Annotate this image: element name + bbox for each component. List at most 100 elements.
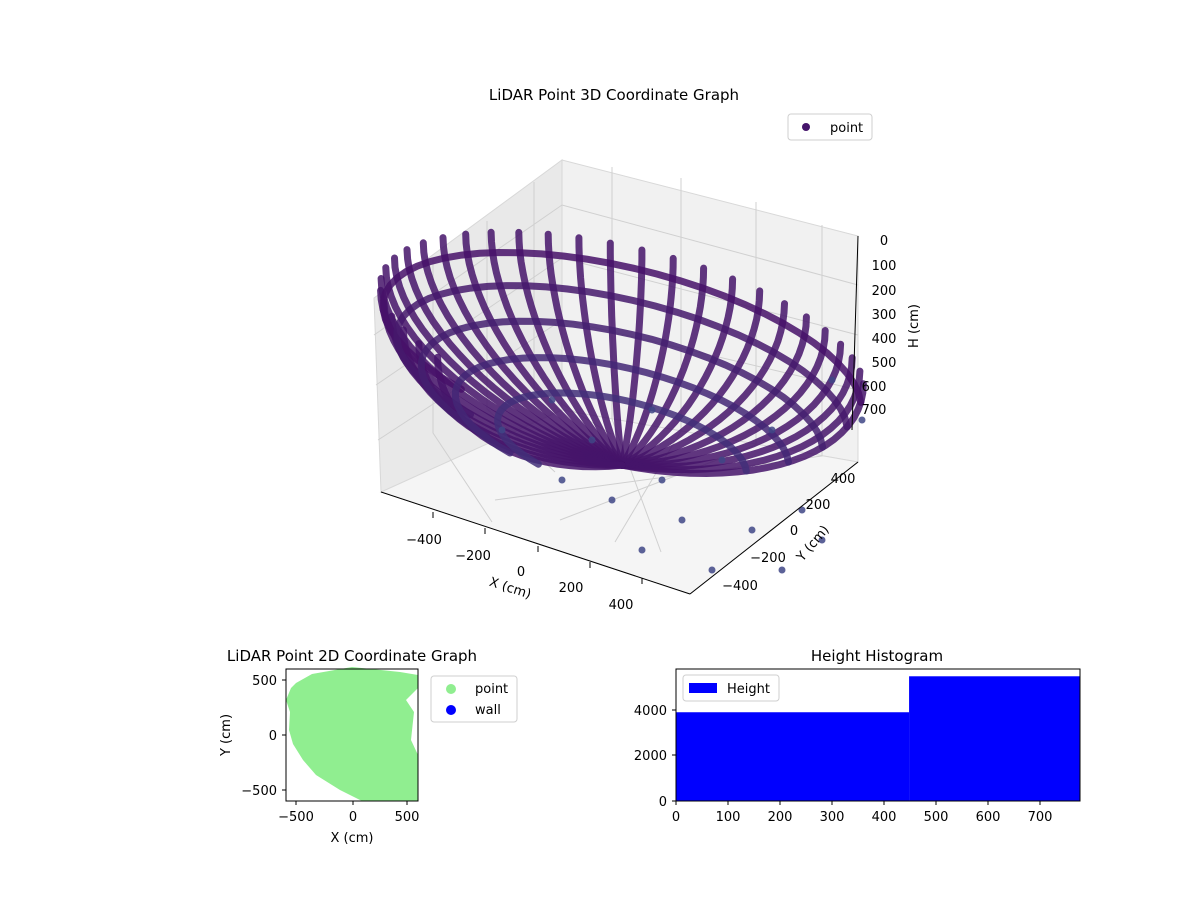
scan-line-18 — [439, 234, 626, 469]
hx-tick-7: 700 — [1028, 810, 1053, 825]
outlier-point-11 — [638, 546, 646, 554]
scan-line-31 — [393, 282, 851, 431]
scan-line-4 — [618, 327, 829, 469]
x2d-tick-1: 0 — [349, 810, 357, 825]
outlier-point-15 — [558, 476, 566, 484]
hx-tick-2: 200 — [768, 810, 793, 825]
outlier-point-7 — [678, 516, 686, 524]
outlier-point-17 — [818, 536, 826, 544]
x-axis-label: X (cm) — [487, 575, 533, 603]
y-axis-line — [689, 461, 859, 595]
y2d-tick-2: −500 — [241, 784, 277, 799]
histogram-bar-0 — [676, 712, 910, 801]
y-tick-2: 0 — [790, 524, 798, 539]
legend-3d: point — [787, 113, 873, 141]
x-tick-2: 0 — [517, 565, 525, 580]
outlier-point-10 — [498, 426, 506, 434]
frame-histogram — [675, 668, 1081, 802]
scan-line-12 — [606, 239, 626, 469]
scan-line-17 — [462, 230, 626, 469]
scan-line-15 — [515, 228, 626, 469]
scan-line-30 — [379, 248, 865, 406]
scan-line-5 — [618, 313, 810, 469]
histogram-bar-1 — [909, 676, 1080, 801]
y-axis-label: Y (cm) — [793, 523, 832, 566]
legend-2d-point-marker — [446, 684, 456, 694]
x2d-tick-2: 500 — [395, 810, 420, 825]
histogram-title: Height Histogram — [811, 647, 943, 665]
outlier-point-12 — [858, 416, 866, 424]
outlier-point-8 — [748, 526, 756, 534]
outlier-point-4 — [768, 426, 776, 434]
grid-line-y-4 — [494, 225, 823, 501]
chart-2d-title: LiDAR Point 2D Coordinate Graph — [227, 647, 477, 665]
y-tick-4: 400 — [831, 472, 856, 487]
scan-line-6 — [618, 300, 788, 469]
legend-3d-frame — [787, 113, 873, 141]
legend-histogram-label: Height — [727, 682, 770, 697]
chart-histogram: Height Histogram 0 100 200 300 400 500 6… — [634, 647, 1081, 825]
scan-line-9 — [618, 264, 708, 469]
z-tick-1: 100 — [872, 259, 897, 274]
x-tick-3: 200 — [559, 581, 584, 596]
x-tick-0: −400 — [406, 533, 442, 548]
scan-line-19 — [419, 239, 626, 469]
outlier-point-13 — [708, 566, 716, 574]
y2d-axis-label: Y (cm) — [219, 714, 234, 757]
legend-2d-wall-marker — [446, 705, 456, 715]
scan-line-2 — [618, 354, 856, 471]
y-tick-1: −200 — [750, 551, 786, 566]
z-tick-6: 600 — [862, 380, 887, 395]
x-tick-1: −200 — [455, 549, 491, 564]
scan-line-8 — [618, 275, 737, 469]
outlier-point-1 — [588, 436, 596, 444]
x2d-tick-0: −500 — [278, 810, 314, 825]
hy-tick-1: 2000 — [634, 749, 667, 764]
hx-tick-1: 100 — [716, 810, 741, 825]
x-tick-4: 400 — [609, 598, 634, 613]
legend-histogram: Height — [682, 674, 780, 702]
chart-2d: LiDAR Point 2D Coordinate Graph −500 0 5… — [219, 647, 518, 846]
hx-tick-4: 400 — [872, 810, 897, 825]
legend-3d-point-label: point — [830, 121, 863, 136]
z-tick-5: 500 — [872, 356, 897, 371]
scan-line-11 — [618, 246, 646, 469]
y-tick-3: 200 — [806, 498, 831, 513]
outlier-point-14 — [778, 566, 786, 574]
hy-tick-2: 4000 — [634, 704, 667, 719]
scan-line-16 — [487, 228, 626, 469]
z-tick-7: 700 — [862, 403, 887, 418]
scan-line-14 — [544, 230, 626, 469]
point-cloud-2d — [286, 667, 418, 801]
legend-2d-point-label: point — [475, 682, 508, 697]
z-tick-3: 300 — [872, 308, 897, 323]
outlier-point-0 — [548, 396, 556, 404]
hy-tick-0: 0 — [659, 795, 667, 810]
legend-histogram-frame — [682, 674, 780, 702]
legend-2d: point wall — [430, 675, 518, 723]
x2d-axis-label: X (cm) — [331, 831, 374, 846]
legend-3d-point-marker — [802, 123, 810, 131]
hx-tick-0: 0 — [672, 810, 680, 825]
scan-line-7 — [618, 287, 764, 469]
outlier-point-3 — [718, 456, 726, 464]
chart-3d-title: LiDAR Point 3D Coordinate Graph — [489, 86, 739, 104]
z-axis-label: H (cm) — [907, 304, 922, 348]
outlier-point-16 — [648, 406, 656, 414]
legend-histogram-swatch — [689, 683, 717, 693]
x-axis-line — [380, 491, 691, 595]
outlier-point-2 — [658, 476, 666, 484]
point-cloud — [377, 228, 867, 574]
outlier-point-5 — [828, 376, 836, 384]
hx-tick-3: 300 — [820, 810, 845, 825]
scan-line-13 — [575, 234, 626, 469]
y2d-tick-0: 500 — [252, 674, 277, 689]
scan-line-32 — [417, 317, 827, 451]
outlier-point-9 — [798, 506, 806, 514]
outlier-point-6 — [608, 496, 616, 504]
scan-line-10 — [618, 254, 677, 469]
z-tick-4: 400 — [872, 332, 897, 347]
y-tick-0: −400 — [722, 579, 758, 594]
z-axis-line — [851, 235, 859, 431]
